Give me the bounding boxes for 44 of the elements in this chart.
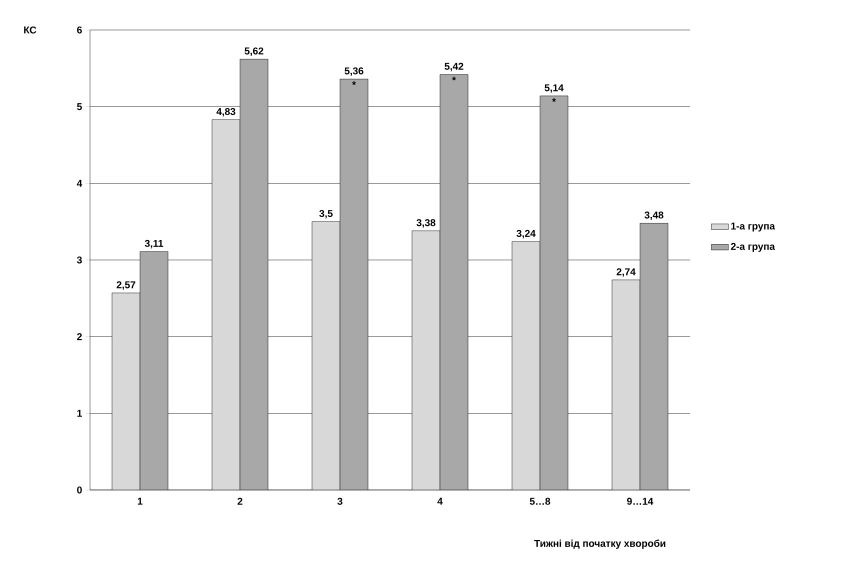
x-axis-title: Тижні від початку хвороби xyxy=(534,540,666,549)
data-label: 5,36 xyxy=(344,67,364,76)
bar xyxy=(640,222,668,490)
annotation: * xyxy=(352,81,356,85)
y-tick-label: 0 xyxy=(77,486,82,494)
y-tick-label: 6 xyxy=(77,26,82,34)
data-label: 5,14 xyxy=(544,84,564,93)
y-tick-label: 1 xyxy=(77,410,82,417)
y-tick-label: 5 xyxy=(77,103,82,110)
data-label: 3,11 xyxy=(144,240,164,248)
data-label: 2,74 xyxy=(616,268,636,277)
bar xyxy=(340,78,368,490)
x-tick-label: 4 xyxy=(437,498,443,505)
y-tick-label: 2 xyxy=(77,333,82,340)
annotation: * xyxy=(552,98,556,102)
bar xyxy=(412,230,440,490)
y-tick-label: 3 xyxy=(76,256,82,264)
data-label: 5,42 xyxy=(444,62,464,72)
data-label: 3,24 xyxy=(516,230,536,238)
data-label: 5,62 xyxy=(244,47,264,56)
x-tick-label: 3 xyxy=(337,498,342,505)
y-axis-title: КС xyxy=(24,26,36,34)
annotation: * xyxy=(452,76,456,80)
data-label: 3,38 xyxy=(416,219,436,228)
bar xyxy=(140,251,168,490)
data-label: 3,5 xyxy=(319,210,333,218)
bar xyxy=(240,58,268,490)
x-tick-label: 1 xyxy=(138,498,143,505)
bar xyxy=(212,119,240,490)
x-tick-label: 5…8 xyxy=(530,498,550,505)
bar xyxy=(112,292,140,490)
data-label: 4,83 xyxy=(216,108,236,117)
bar xyxy=(612,280,640,490)
x-tick-label: 2 xyxy=(238,498,242,505)
bar xyxy=(512,241,540,490)
data-label: 3,48 xyxy=(644,212,664,220)
x-tick-label: 9…14 xyxy=(627,498,654,505)
data-label: 2,57 xyxy=(116,281,136,290)
y-tick-label: 4 xyxy=(76,180,82,187)
legend-label: 2-а група xyxy=(730,242,776,252)
bar xyxy=(540,96,568,490)
bar xyxy=(440,74,468,490)
bar xyxy=(312,221,340,490)
legend-label: 1-а група xyxy=(731,222,776,232)
